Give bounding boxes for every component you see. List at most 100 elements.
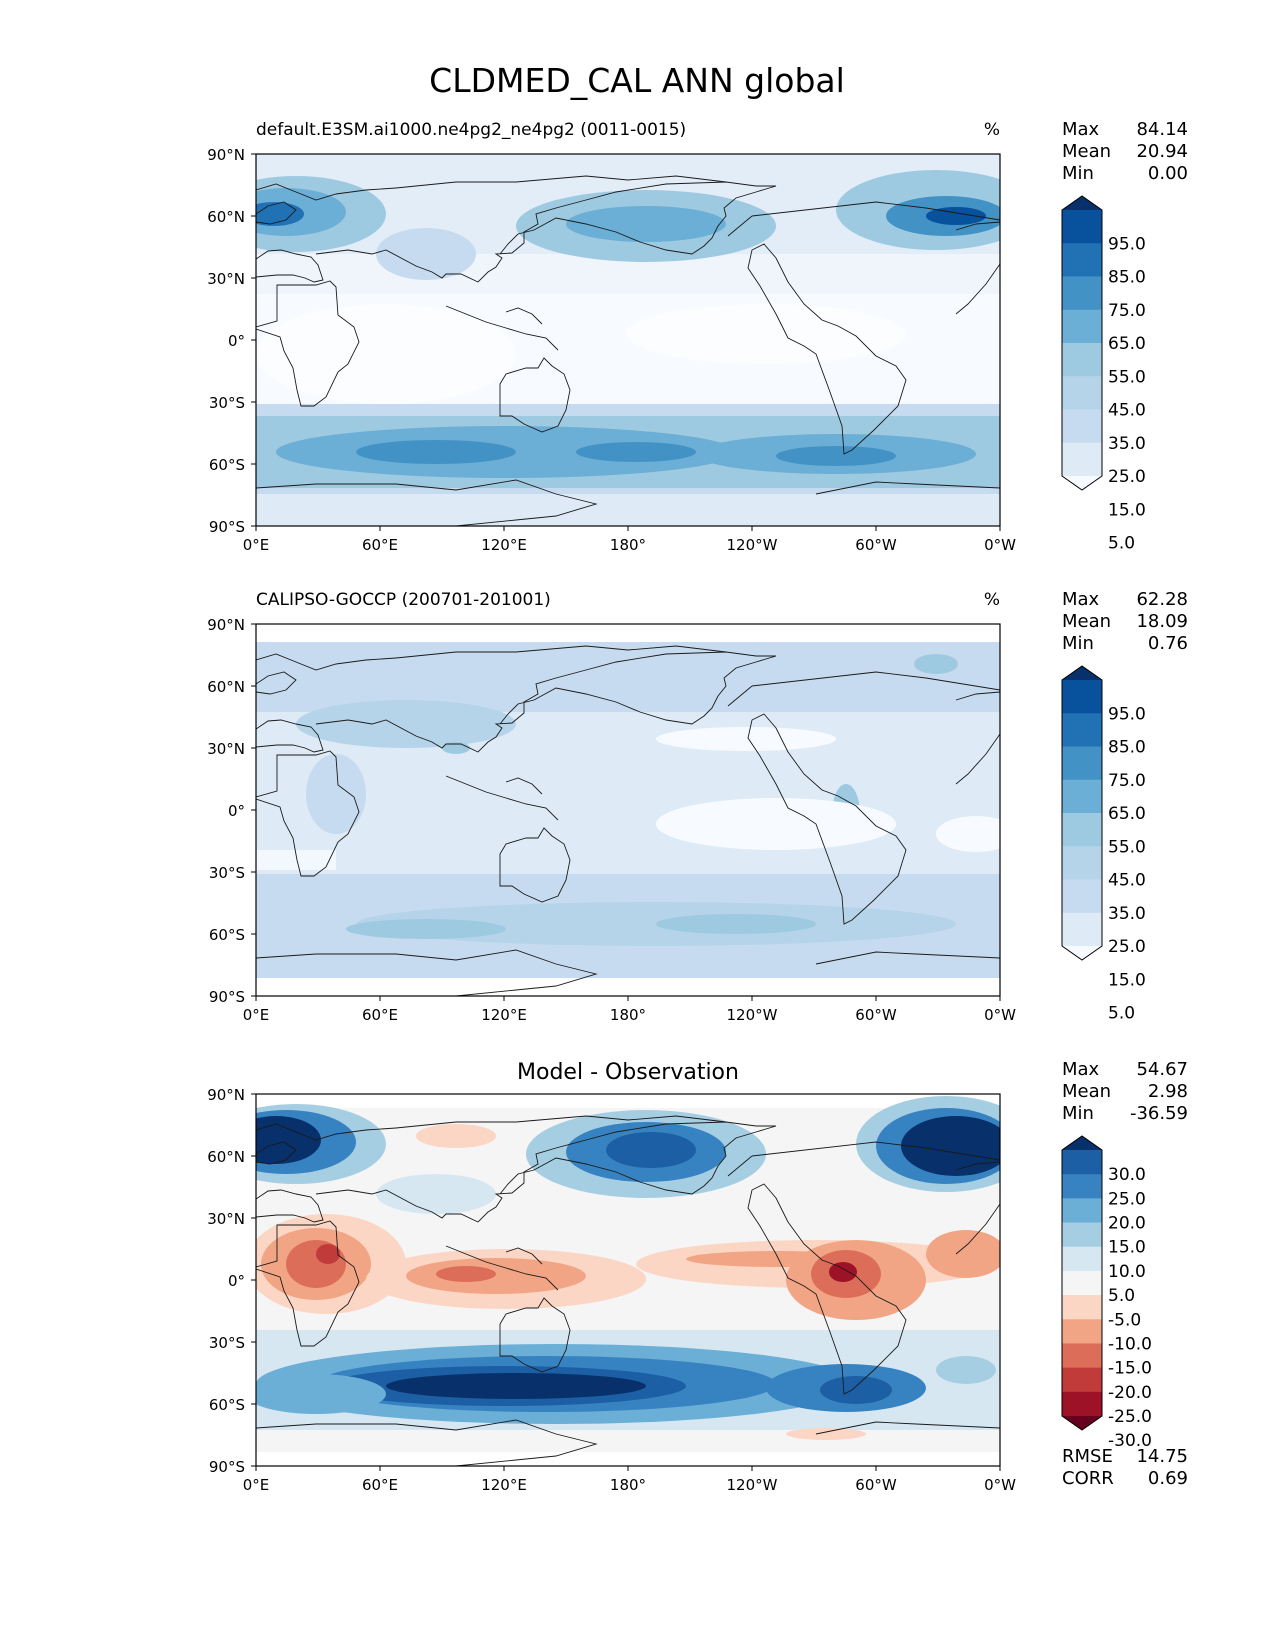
colorbar-segment xyxy=(1062,243,1102,277)
lon-axis: 0°E 60°E 120°E 180° 120°W 60°W 0°W xyxy=(243,996,1016,1024)
lon-tick-label: 180° xyxy=(610,1006,646,1024)
colorbar-tick-label: 85.0 xyxy=(1108,738,1146,758)
colorbar-tick-label: -5.0 xyxy=(1108,1310,1141,1330)
colorbar-segment xyxy=(1062,1174,1102,1199)
colorbar-tick-label: 25.0 xyxy=(1108,467,1146,487)
lon-tick-label: 0°W xyxy=(984,1476,1016,1494)
colorbar-segment xyxy=(1062,746,1102,781)
lon-tick-label: 60°W xyxy=(855,1476,897,1494)
colorbar-tick-label: 35.0 xyxy=(1108,904,1146,924)
panel-units: % xyxy=(984,590,1000,610)
colorbar-segment xyxy=(1062,1343,1102,1369)
colorbar-segment xyxy=(1062,409,1102,444)
colorbar-tick-label: 5.0 xyxy=(1108,534,1135,554)
lon-tick-label: 120°W xyxy=(727,1006,778,1024)
colorbar-extend-bottom xyxy=(1062,946,1102,960)
stats-obs: Max 62.28 Mean 18.09 Min 0.76 xyxy=(1062,589,1188,654)
colorbar-tick-label: -30.0 xyxy=(1108,1431,1152,1451)
figure-title: CLDMED_CAL ANN global xyxy=(429,61,845,100)
stat-label: Min xyxy=(1062,633,1094,654)
stat-value: 62.28 xyxy=(1136,589,1188,610)
stat-label: Min xyxy=(1062,1103,1094,1124)
colorbar-tick-label: 45.0 xyxy=(1108,401,1146,421)
colorbar-tick-label: -20.0 xyxy=(1108,1383,1152,1403)
stat-value: 0.00 xyxy=(1148,163,1188,184)
lat-tick-label: 60°N xyxy=(207,678,245,696)
colorbar-diff: 30.0 25.0 20.0 15.0 10.0 5.0 -5.0 -10.0 -15.0 -20… xyxy=(1061,1135,1152,1451)
panel-units: % xyxy=(984,120,1000,140)
lon-tick-label: 120°E xyxy=(481,536,527,554)
lat-axis: 90°N 60°N 30°N 0° 30°S 60°S 90°S xyxy=(207,616,256,1006)
lat-tick-label: 60°S xyxy=(209,926,245,944)
colorbar-tick-label: 5.0 xyxy=(1108,1286,1135,1306)
colorbar-segment xyxy=(1062,813,1102,847)
lat-tick-label: 30°S xyxy=(209,394,245,412)
stat-value: 84.14 xyxy=(1136,119,1188,140)
stat-label: Min xyxy=(1062,163,1094,184)
lon-tick-label: 0°E xyxy=(243,1476,270,1494)
lat-tick-label: 60°S xyxy=(209,456,245,474)
colorbar-segment xyxy=(1062,680,1102,714)
panel-title-left: default.E3SM.ai1000.ne4pg2_ne4pg2 (0011-… xyxy=(256,120,686,140)
colorbar-segment xyxy=(1062,1246,1102,1272)
lon-tick-label: 60°W xyxy=(855,1006,897,1024)
lon-tick-label: 0°E xyxy=(243,536,270,554)
stats-model: Max 84.14 Mean 20.94 Min 0.00 xyxy=(1062,119,1188,184)
stat-value: 0.76 xyxy=(1148,633,1188,654)
stats-error: RMSE 14.75 CORR 0.69 xyxy=(1062,1446,1188,1489)
lat-tick-label: 60°N xyxy=(207,1148,245,1166)
lat-tick-label: 30°S xyxy=(209,1334,245,1352)
colorbar-segment xyxy=(1062,846,1102,880)
lon-tick-label: 60°E xyxy=(362,536,398,554)
lat-ticks xyxy=(251,623,256,997)
colorbar-segment xyxy=(1062,1222,1102,1248)
lon-ticks xyxy=(255,526,1001,531)
colorbar-tick-label: -10.0 xyxy=(1108,1334,1152,1354)
lat-tick-label: 90°S xyxy=(209,1458,245,1476)
colorbar-extend-top xyxy=(1062,666,1102,680)
colorbar-tick-label: 30.0 xyxy=(1108,1165,1146,1185)
lat-tick-label: 0° xyxy=(228,802,245,820)
stat-label: Max xyxy=(1062,1059,1100,1080)
colorbar-tick-label: 55.0 xyxy=(1108,837,1146,857)
colorbar-tick-label: 95.0 xyxy=(1108,234,1146,254)
colorbar-segment xyxy=(1062,1319,1102,1344)
lat-tick-label: 30°N xyxy=(207,1210,245,1228)
panel-title-left: CALIPSO-GOCCP (200701-201001) xyxy=(256,590,551,610)
lon-tick-label: 120°W xyxy=(727,536,778,554)
lat-tick-label: 90°N xyxy=(207,1086,245,1104)
colorbar-outline xyxy=(1061,1135,1103,1431)
colorbar-tick-label: 75.0 xyxy=(1108,301,1146,321)
lon-tick-label: 60°W xyxy=(855,536,897,554)
stat-value: 54.67 xyxy=(1136,1059,1188,1080)
colorbar-segment xyxy=(1062,376,1102,410)
lon-axis: 0°E 60°E 120°E 180° 120°W 60°W 0°W xyxy=(243,526,1016,554)
lat-tick-label: 60°S xyxy=(209,1396,245,1414)
colorbar-segment xyxy=(1062,1391,1102,1417)
colorbar-segment xyxy=(1062,1367,1102,1393)
colorbar-tick-label: -25.0 xyxy=(1108,1407,1152,1427)
panel-diff: Model - Observation xyxy=(207,1060,1016,1494)
panel-model: default.E3SM.ai1000.ne4pg2_ne4pg2 (0011-… xyxy=(207,120,1016,554)
stat-label: Max xyxy=(1062,589,1100,610)
lat-tick-label: 0° xyxy=(228,332,245,350)
lat-tick-label: 30°N xyxy=(207,270,245,288)
lat-tick-label: 90°N xyxy=(207,616,245,634)
colorbar-extend-bottom xyxy=(1062,1416,1102,1430)
colorbar-tick-label: 75.0 xyxy=(1108,771,1146,791)
lon-tick-label: 0°E xyxy=(243,1006,270,1024)
lon-tick-label: 180° xyxy=(610,536,646,554)
map-field xyxy=(256,624,1000,996)
colorbar-segment xyxy=(1062,713,1102,747)
colorbar-extend-top xyxy=(1062,1136,1102,1150)
colorbar-tick-label: 35.0 xyxy=(1108,434,1146,454)
panel-obs: CALIPSO-GOCCP (200701-201001) % xyxy=(207,590,1016,1024)
colorbar-segment xyxy=(1062,912,1102,947)
colorbar-segment xyxy=(1062,1198,1102,1224)
colorbar-segment xyxy=(1062,1150,1102,1175)
lon-tick-label: 120°E xyxy=(481,1476,527,1494)
lat-tick-label: 30°S xyxy=(209,864,245,882)
colorbar-tick-label: 5.0 xyxy=(1108,1004,1135,1024)
colorbar-outline xyxy=(1061,195,1103,491)
